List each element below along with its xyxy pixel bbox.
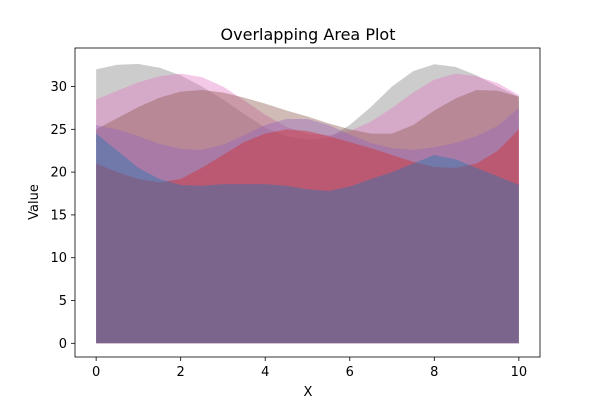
- x-tick-label: 6: [346, 365, 354, 380]
- y-axis-label: Value: [27, 184, 42, 220]
- area-series-2: [96, 73, 519, 344]
- area-series-1: [96, 64, 519, 344]
- axes-group: 0 2 4 6 8 10 0 5 10 15 20 25 30: [50, 47, 541, 380]
- y-tick-label: 30: [50, 80, 67, 95]
- y-tick-label: 5: [59, 294, 67, 309]
- plot-frame: [74, 47, 541, 358]
- area-series-5: [96, 129, 519, 344]
- x-tick-label: 10: [511, 365, 528, 380]
- x-tick-label: 0: [92, 365, 100, 380]
- area-series-group: [96, 64, 519, 344]
- area-series-3: [96, 89, 519, 344]
- y-tick-label: 15: [50, 208, 67, 223]
- area-series-4: [96, 107, 519, 344]
- chart-title: Overlapping Area Plot: [221, 25, 396, 44]
- x-axis-label: X: [304, 385, 313, 400]
- x-tick-label: 4: [261, 365, 269, 380]
- y-tick-label: 0: [59, 337, 67, 352]
- x-tick-label: 2: [177, 365, 185, 380]
- y-tick-label: 10: [50, 251, 67, 266]
- area-series-6: [96, 133, 519, 344]
- y-tick-label: 20: [50, 166, 67, 181]
- y-tick-label: 25: [50, 123, 67, 138]
- x-tick-label: 8: [430, 365, 438, 380]
